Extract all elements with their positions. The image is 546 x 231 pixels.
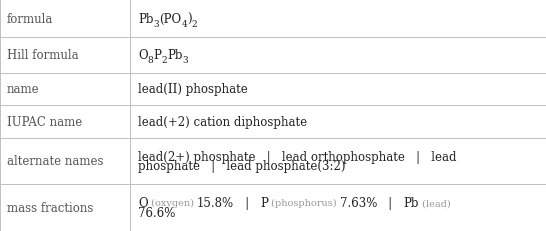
Text: lead(2+) phosphate   |   lead orthophosphate   |   lead: lead(2+) phosphate | lead orthophosphate…: [138, 150, 456, 163]
Text: 8: 8: [148, 56, 153, 65]
Text: O: O: [138, 196, 148, 210]
Text: phosphate   |   lead phosphate(3:2): phosphate | lead phosphate(3:2): [138, 160, 346, 173]
Text: lead(II) phosphate: lead(II) phosphate: [138, 83, 248, 96]
Text: 15.8%: 15.8%: [197, 196, 234, 210]
Text: 3: 3: [153, 20, 159, 29]
Text: 2: 2: [162, 56, 167, 65]
Text: Hill formula: Hill formula: [7, 49, 78, 62]
Text: 2: 2: [192, 20, 198, 29]
Text: (oxygen): (oxygen): [148, 198, 197, 207]
Text: 4: 4: [181, 20, 187, 29]
Text: P: P: [153, 49, 162, 62]
Text: |: |: [377, 196, 403, 210]
Text: Pb: Pb: [403, 196, 419, 210]
Text: 76.6%: 76.6%: [138, 206, 175, 219]
Text: IUPAC name: IUPAC name: [7, 115, 82, 128]
Text: alternate names: alternate names: [7, 155, 103, 168]
Text: (phosphorus): (phosphorus): [268, 198, 340, 207]
Text: lead(+2) cation diphosphate: lead(+2) cation diphosphate: [138, 115, 307, 128]
Text: |: |: [234, 196, 260, 210]
Text: P: P: [260, 196, 268, 210]
Text: (PO: (PO: [159, 12, 181, 25]
Text: 3: 3: [182, 56, 188, 65]
Text: ): ): [187, 12, 192, 25]
Text: (lead): (lead): [419, 198, 451, 207]
Text: name: name: [7, 83, 39, 96]
Text: formula: formula: [7, 12, 53, 25]
Text: mass fractions: mass fractions: [7, 201, 93, 214]
Text: 7.63%: 7.63%: [340, 196, 377, 210]
Text: O: O: [138, 49, 148, 62]
Text: Pb: Pb: [167, 49, 182, 62]
Text: Pb: Pb: [138, 12, 153, 25]
